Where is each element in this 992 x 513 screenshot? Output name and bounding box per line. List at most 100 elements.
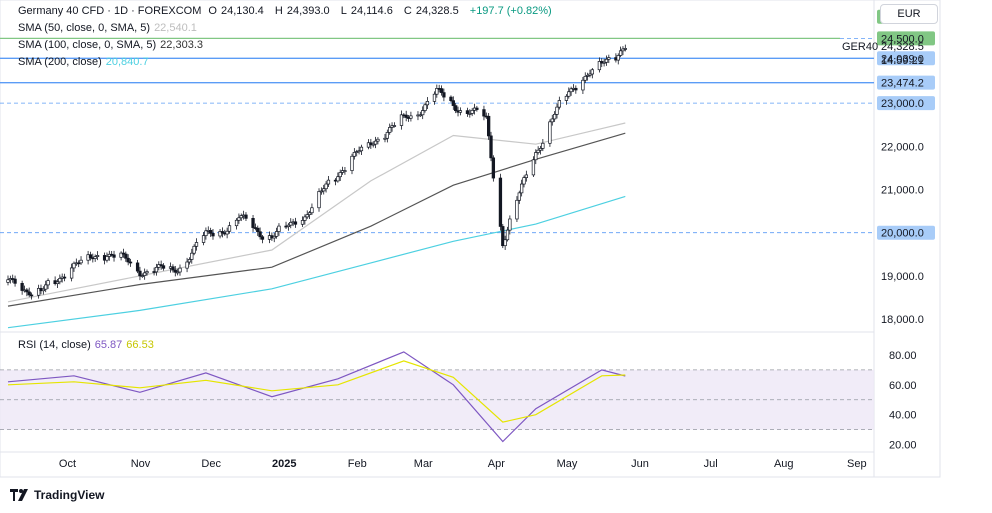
candle-body xyxy=(470,109,474,114)
candle-body xyxy=(322,188,326,192)
rsi-tick-label: 20.00 xyxy=(889,440,917,452)
candle-body xyxy=(468,113,472,115)
candle-body xyxy=(423,104,427,111)
candle-body xyxy=(574,87,578,91)
candle-body xyxy=(602,61,606,64)
candle-body xyxy=(258,231,262,238)
candle-body xyxy=(237,217,241,221)
candle-body xyxy=(475,107,479,110)
candle-body xyxy=(383,137,387,140)
candle-body xyxy=(536,149,540,153)
candle-body xyxy=(388,127,392,133)
candle-body xyxy=(140,275,144,277)
currency-button[interactable]: EUR xyxy=(880,4,938,24)
candle-body xyxy=(538,148,543,151)
candle-body xyxy=(550,118,554,123)
candle-body xyxy=(159,264,163,267)
candle-body xyxy=(192,245,196,254)
candle-body xyxy=(201,235,206,243)
level-price-label: 23,000.0 xyxy=(881,98,924,110)
candle-body xyxy=(46,280,50,286)
candle-body xyxy=(505,229,510,241)
candle-body xyxy=(310,207,314,214)
candle-body xyxy=(194,242,199,247)
candle-body xyxy=(126,257,130,263)
rsi-legend: RSI (14, close) 65.87 66.53 xyxy=(18,339,154,351)
candle-body xyxy=(409,115,413,119)
candle-body xyxy=(519,183,524,194)
candle-body xyxy=(371,143,375,146)
candle-body xyxy=(557,100,561,108)
rsi-ma-line xyxy=(7,360,626,423)
candle-body xyxy=(88,254,93,259)
ohlc-low: L 24,114.6 xyxy=(340,5,393,17)
candle-body xyxy=(79,259,83,264)
candle-body xyxy=(36,288,41,296)
sma100-legend: SMA (100, close, 0, SMA, 5) 22,303.3 xyxy=(18,39,203,51)
candle-body xyxy=(404,114,408,118)
time-tick-label: May xyxy=(557,458,578,470)
candle-body xyxy=(29,294,34,297)
time-tick-label: 2025 xyxy=(272,458,296,470)
candle-body xyxy=(369,142,373,146)
candle-body xyxy=(239,215,243,219)
candle-body xyxy=(185,261,189,269)
candle-body xyxy=(319,190,324,193)
candle-body xyxy=(451,100,455,106)
candle-body xyxy=(487,115,491,137)
candle-body xyxy=(208,230,213,234)
candle-body xyxy=(359,146,364,152)
candle-body xyxy=(392,125,397,127)
candle-body xyxy=(234,219,239,227)
candle-body xyxy=(41,288,45,292)
candle-body xyxy=(564,95,569,101)
candle-body xyxy=(171,266,175,271)
time-tick-label: Mar xyxy=(414,458,433,470)
candle-body xyxy=(352,151,357,157)
candle-body xyxy=(355,151,359,153)
level-price-box xyxy=(877,75,935,90)
candle-body xyxy=(154,266,159,273)
candle-body xyxy=(227,225,232,232)
candle-body xyxy=(95,255,100,257)
time-tick-label: Jul xyxy=(704,458,718,470)
candle-body xyxy=(385,132,389,139)
candle-body xyxy=(449,96,453,101)
candle-body xyxy=(607,57,611,60)
candle-body xyxy=(491,157,496,179)
candle-body xyxy=(289,221,293,226)
candle-body xyxy=(541,142,545,149)
candle-body xyxy=(218,231,222,237)
candle-body xyxy=(138,270,142,277)
candle-body xyxy=(604,58,609,63)
candle-body xyxy=(112,254,116,258)
candle-body xyxy=(72,262,76,269)
candle-body xyxy=(124,253,128,259)
candle-body xyxy=(425,101,430,106)
candle-body xyxy=(286,224,291,227)
candle-body xyxy=(489,135,493,159)
price-tick-label: 19,000.0 xyxy=(881,271,924,283)
candle-body xyxy=(618,50,623,56)
candle-body xyxy=(465,110,470,114)
candle-body xyxy=(211,232,215,237)
tradingview-brand[interactable]: TradingView xyxy=(10,488,104,502)
candle-body xyxy=(204,230,208,236)
candle-body xyxy=(482,109,486,117)
candle-body xyxy=(251,218,255,228)
tradingview-logo-icon xyxy=(10,489,30,501)
candle-body xyxy=(317,191,321,209)
time-tick-label: Jun xyxy=(631,458,649,470)
candle-body xyxy=(555,106,559,115)
candle-body xyxy=(531,159,536,176)
candle-body xyxy=(418,114,422,117)
candle-body xyxy=(590,69,594,75)
candle-body xyxy=(161,265,166,269)
time-tick-label: Sep xyxy=(847,458,867,470)
time-tick-label: Nov xyxy=(131,458,151,470)
candle-body xyxy=(338,172,342,178)
candle-body xyxy=(336,176,340,182)
candle-body xyxy=(44,284,48,290)
candle-body xyxy=(6,279,10,283)
